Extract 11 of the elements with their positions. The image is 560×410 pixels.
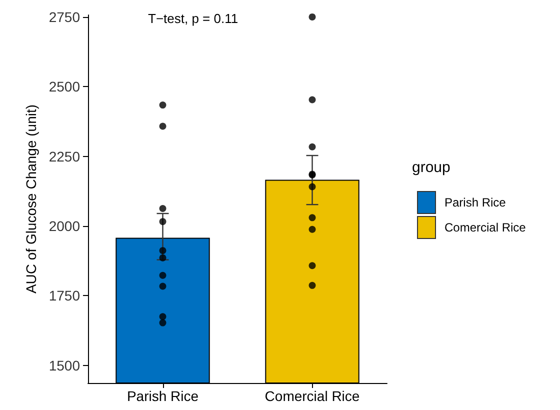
y-tick-label: 2000 bbox=[48, 218, 80, 234]
y-tick-label: 2750 bbox=[48, 8, 80, 25]
legend-label: Parish Rice bbox=[444, 196, 506, 210]
y-axis-title: AUC of Glucose Change (unit) bbox=[22, 104, 39, 294]
y-tick-label: 1750 bbox=[48, 288, 80, 304]
y-tick-label: 2250 bbox=[48, 148, 80, 164]
legend-label: Comercial Rice bbox=[444, 220, 526, 234]
legend-title: group bbox=[412, 159, 450, 176]
y-tick-label: 2500 bbox=[48, 78, 80, 95]
y-tick-label: 1500 bbox=[48, 357, 80, 374]
annotation: T−test, p = 0.11 bbox=[148, 11, 238, 26]
